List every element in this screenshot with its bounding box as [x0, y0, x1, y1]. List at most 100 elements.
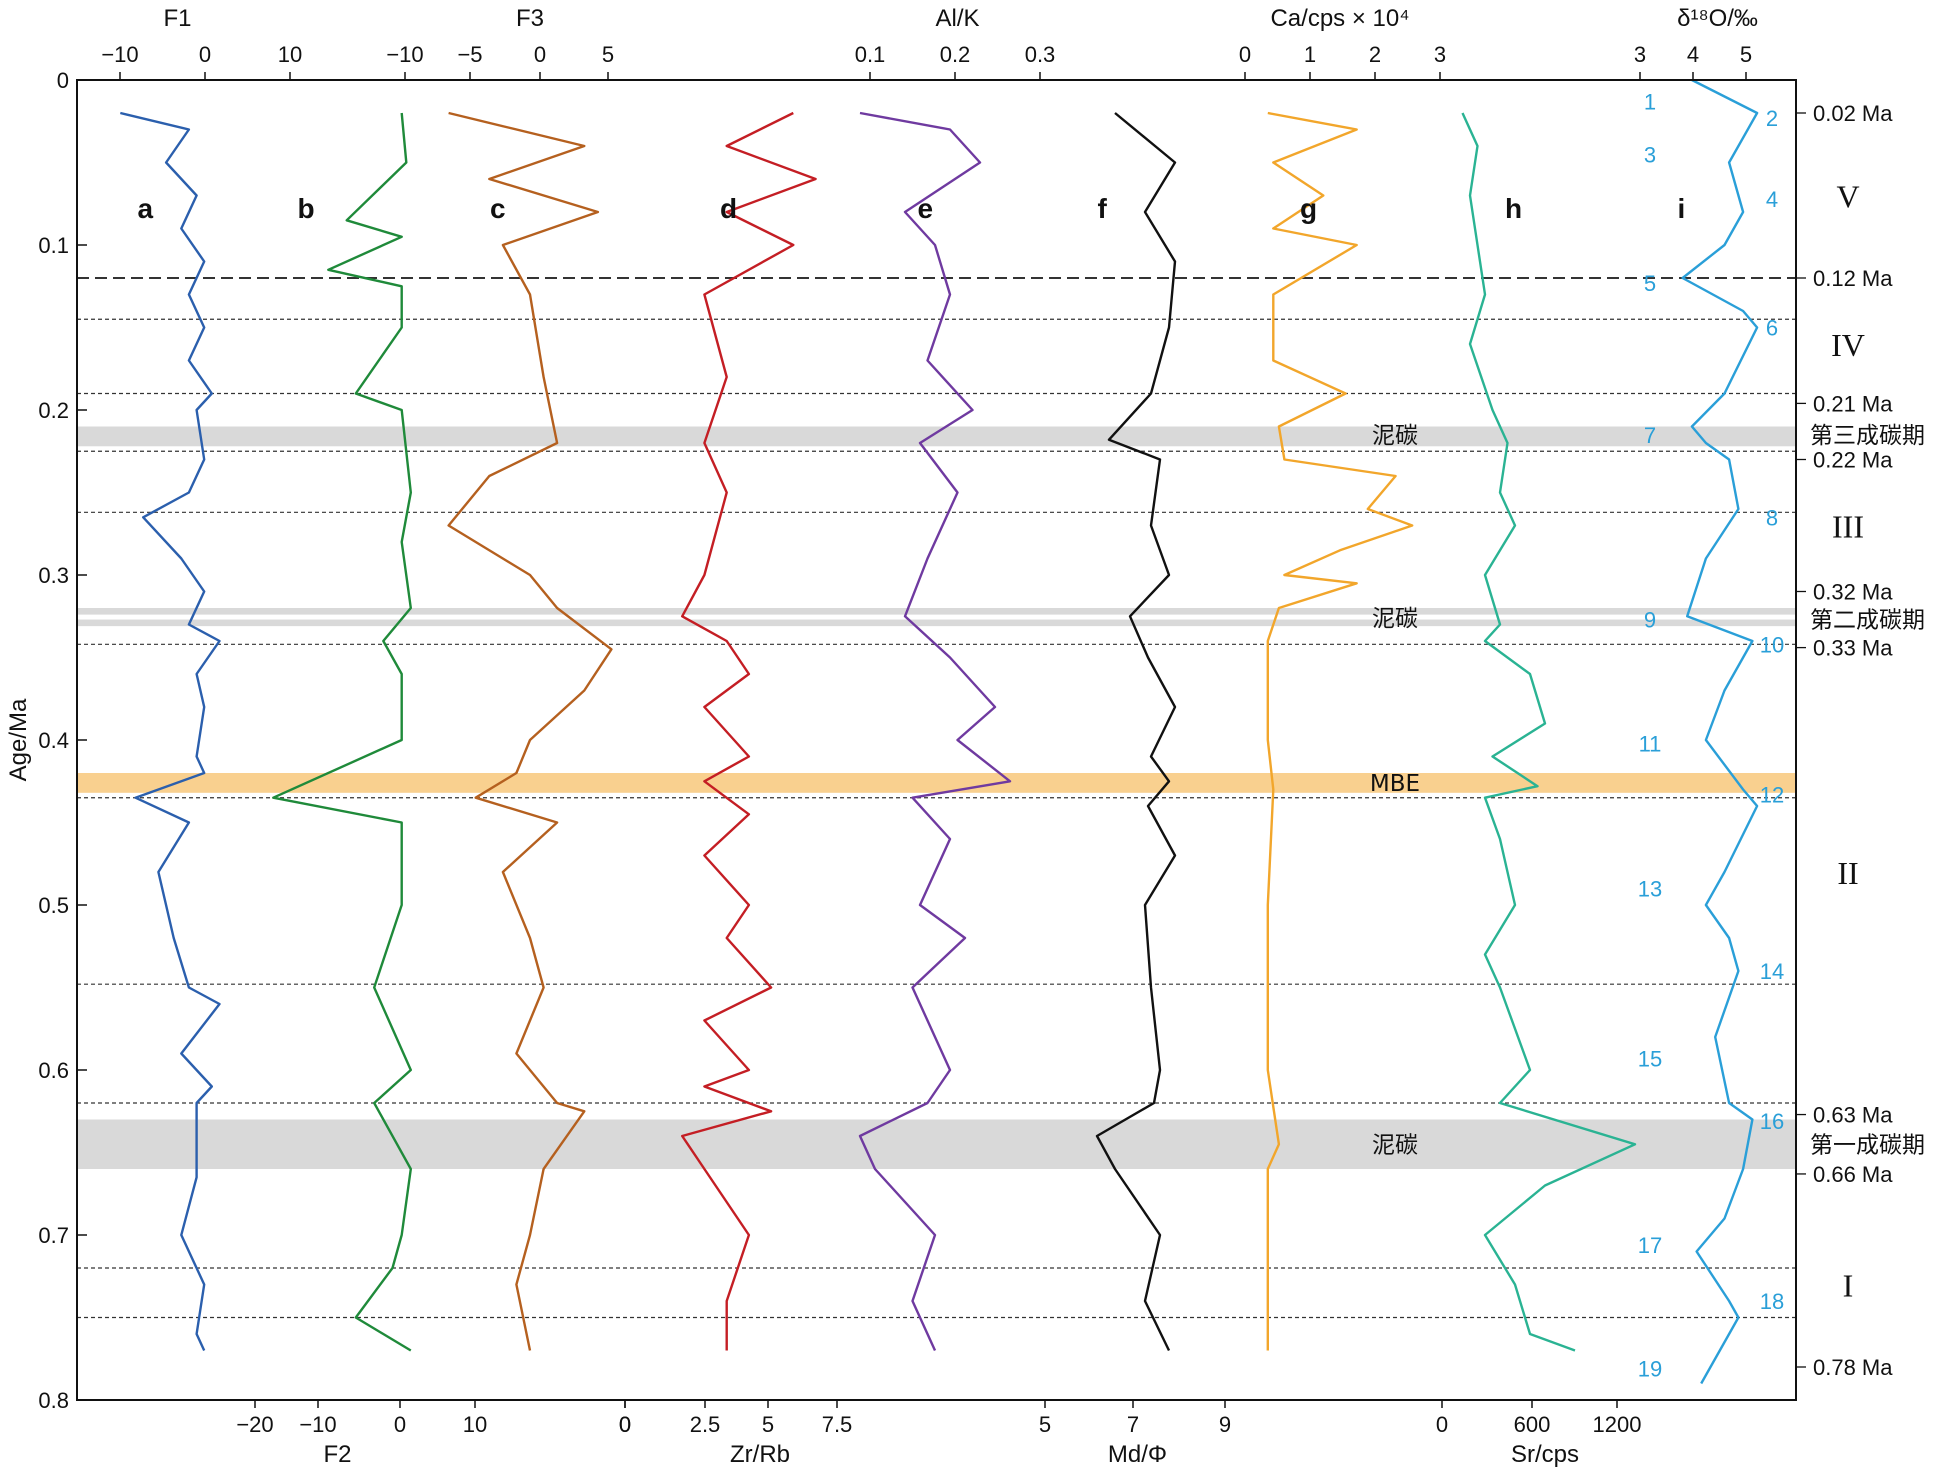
right-label-6: 第二成碳期 [1810, 608, 1925, 634]
mis-label-15: 15 [1638, 1046, 1662, 1071]
mis-label-7: 7 [1644, 423, 1656, 448]
right-label-8: 0.63 Ma [1813, 1103, 1893, 1128]
tick-label-top-i-2: 5 [1740, 42, 1752, 67]
band-label-2: 泥碳 [1372, 606, 1418, 632]
tick-label-top-g-1: 1 [1304, 42, 1316, 67]
tick-label-bottom-d-0: 0 [619, 1412, 631, 1437]
series-line-a [120, 111, 221, 1352]
tick-label-top-c-2: 5 [602, 42, 614, 67]
panel-label-f: f [1098, 193, 1108, 224]
y-tick-label-5: 0.5 [38, 893, 69, 918]
mis-label-18: 18 [1760, 1289, 1784, 1314]
band-0 [77, 426, 1796, 447]
stage-label-4: I [1843, 1268, 1854, 1304]
tick-label-top-g-2: 2 [1369, 42, 1381, 67]
y-axis: 0 0.1 0.2 0.3 0.4 0.5 0.6 0.7 0.8 [38, 68, 87, 1413]
series-line-f [1095, 112, 1177, 1352]
x-label-bottom-f: Md/Φ [1108, 1441, 1167, 1468]
tick-label-bottom-d-3: 7.5 [822, 1412, 853, 1437]
tick-label-top-g-3: 3 [1434, 42, 1446, 67]
tick-label-top-i-0: 3 [1634, 42, 1646, 67]
tick-label-top-c-1: 0 [534, 42, 546, 67]
panel-label-i: i [1678, 193, 1686, 224]
stage-label-1: IV [1831, 327, 1865, 363]
tick-label-top-e-2: 0.3 [1025, 42, 1056, 67]
band-label-0: 泥碳 [1372, 423, 1418, 449]
x-label-bottom-d: Zr/Rb [730, 1441, 790, 1468]
mis-label-5: 5 [1644, 271, 1656, 296]
mis-label-9: 9 [1644, 608, 1656, 633]
tick-label-bottom-a-0: −20 [236, 1412, 273, 1437]
tick-label-bottom-h-2: 1200 [1593, 1412, 1642, 1437]
panel-label-c: c [490, 193, 506, 224]
panel-label-b: b [298, 193, 315, 224]
stage-label-3: II [1837, 855, 1858, 891]
right-label-11: 0.78 Ma [1813, 1355, 1893, 1380]
tick-label-top-b-1: −10 [386, 42, 423, 67]
tick-label-bottom-f-1: 7 [1127, 1412, 1139, 1437]
panel-label-g: g [1300, 193, 1317, 224]
y-tick-label-3: 0.3 [38, 563, 69, 588]
right-label-5: 0.32 Ma [1813, 580, 1893, 605]
mis-label-4: 4 [1766, 187, 1778, 212]
y-tick-label-1: 0.1 [38, 233, 69, 258]
mis-label-19: 19 [1638, 1357, 1662, 1382]
tick-label-bottom-c-1: 0 [619, 1412, 631, 1437]
panel-label-h: h [1505, 193, 1522, 224]
right-label-7: 0.33 Ma [1813, 636, 1893, 661]
right-label-2: 0.21 Ma [1813, 391, 1893, 416]
stage-label-0: V [1836, 179, 1859, 215]
mis-label-2: 2 [1766, 106, 1778, 131]
x-label-top-c: F3 [516, 5, 544, 32]
y-tick-label-4: 0.4 [38, 728, 69, 753]
x-label-top-g: Ca/cps × 10⁴ [1270, 5, 1409, 32]
mis-label-12: 12 [1760, 782, 1784, 807]
band-1 [77, 608, 1796, 615]
boundary-layer [77, 277, 1796, 1319]
tick-label-top-a-1: 0 [199, 42, 211, 67]
right-label-1: 0.12 Ma [1813, 266, 1893, 291]
y-tick-label-7: 0.7 [38, 1223, 69, 1248]
series-line-i [1681, 78, 1759, 1385]
y-axis-label: Age/Ma [5, 698, 32, 781]
mis-label-3: 3 [1644, 142, 1656, 167]
y-tick-label-8: 0.8 [38, 1388, 69, 1413]
tick-label-bottom-b-0: −10 [299, 1412, 336, 1437]
mis-label-11: 11 [1639, 731, 1662, 756]
band-3 [77, 773, 1796, 793]
x-label-top-e: Al/K [935, 5, 979, 32]
band-label-3: MBE [1370, 771, 1420, 797]
y-tick-label-6: 0.6 [38, 1058, 69, 1083]
right-label-3: 第三成碳期 [1810, 423, 1925, 449]
tick-label-top-i-1: 4 [1687, 42, 1699, 67]
mis-label-8: 8 [1766, 505, 1778, 530]
series-line-c [447, 111, 613, 1351]
bands-layer [77, 426, 1796, 1169]
tick-label-bottom-b-1: 0 [394, 1412, 406, 1437]
band-4 [77, 1119, 1796, 1169]
mis-label-1: 1 [1644, 89, 1656, 114]
mis-label-13: 13 [1638, 877, 1662, 902]
tick-label-top-a-0: −10 [101, 42, 138, 67]
x-label-top-i: δ¹⁸O/‰ [1677, 5, 1758, 32]
right-label-4: 0.22 Ma [1813, 448, 1893, 473]
mis-label-17: 17 [1638, 1233, 1662, 1258]
series-line-e [858, 111, 1012, 1351]
right-label-9: 第一成碳期 [1810, 1132, 1925, 1158]
tick-label-bottom-c-0: 10 [463, 1412, 487, 1437]
series-line-b [272, 112, 412, 1352]
y-tick-label-0: 0 [57, 68, 69, 93]
tick-label-top-g-0: 0 [1239, 42, 1251, 67]
mis-label-6: 6 [1766, 316, 1778, 341]
panel-label-a: a [138, 193, 154, 224]
series-line-d [681, 111, 817, 1351]
tick-label-bottom-h-0: 0 [1436, 1412, 1448, 1437]
band-2 [77, 619, 1796, 627]
x-label-bottom-h: Sr/cps [1511, 1441, 1579, 1468]
tick-label-bottom-f-2: 9 [1219, 1412, 1231, 1437]
mis-label-16: 16 [1760, 1109, 1784, 1134]
tick-label-bottom-h-1: 600 [1514, 1412, 1551, 1437]
series-layer [120, 78, 1759, 1385]
